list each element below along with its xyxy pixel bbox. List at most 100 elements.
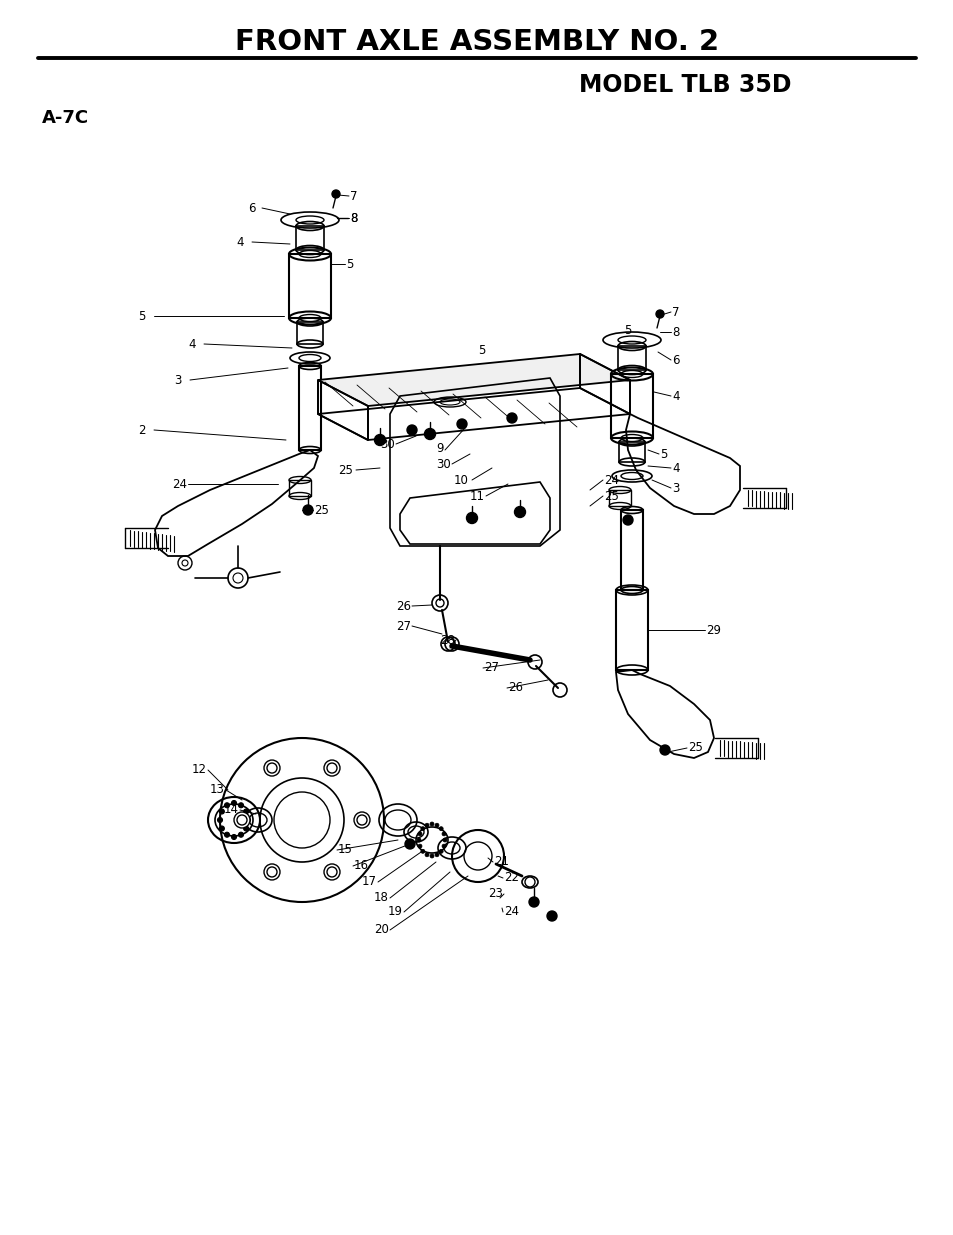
- Text: 19: 19: [388, 905, 402, 919]
- Text: 24: 24: [172, 478, 187, 490]
- Text: 17: 17: [361, 876, 376, 888]
- Circle shape: [506, 412, 517, 424]
- Text: 6: 6: [248, 201, 255, 215]
- Circle shape: [417, 845, 421, 848]
- Text: 9: 9: [436, 441, 443, 454]
- Text: 11: 11: [470, 489, 484, 503]
- Circle shape: [245, 818, 251, 823]
- Circle shape: [656, 310, 663, 317]
- Circle shape: [264, 760, 280, 776]
- Text: 7: 7: [350, 189, 357, 203]
- Circle shape: [354, 811, 370, 827]
- Text: 27: 27: [395, 620, 411, 632]
- Text: 25: 25: [687, 741, 702, 755]
- Circle shape: [420, 826, 424, 831]
- Text: 2: 2: [138, 424, 146, 436]
- Text: 28: 28: [439, 634, 455, 646]
- Text: 4: 4: [188, 337, 195, 351]
- Text: 23: 23: [488, 888, 502, 900]
- Text: 22: 22: [503, 872, 518, 884]
- Circle shape: [243, 826, 249, 831]
- Text: 15: 15: [337, 844, 353, 857]
- Circle shape: [416, 839, 420, 842]
- Circle shape: [438, 850, 443, 853]
- Text: 30: 30: [436, 457, 450, 471]
- Text: 25: 25: [337, 463, 353, 477]
- Text: 29: 29: [705, 624, 720, 636]
- Text: 5: 5: [623, 324, 631, 336]
- Circle shape: [456, 419, 467, 429]
- Circle shape: [622, 515, 633, 525]
- Text: 6: 6: [671, 353, 679, 367]
- Circle shape: [375, 435, 385, 446]
- Circle shape: [217, 818, 222, 823]
- Text: A-7C: A-7C: [42, 109, 89, 127]
- Text: 21: 21: [494, 856, 509, 868]
- Circle shape: [425, 853, 429, 857]
- Circle shape: [324, 760, 339, 776]
- Text: 3: 3: [671, 482, 679, 494]
- Circle shape: [466, 513, 477, 524]
- Circle shape: [441, 832, 446, 836]
- Circle shape: [659, 745, 669, 755]
- Text: 26: 26: [395, 599, 411, 613]
- Text: 24: 24: [503, 905, 518, 919]
- Text: 8: 8: [671, 326, 679, 338]
- Text: 14: 14: [224, 804, 239, 816]
- Text: 5: 5: [477, 343, 485, 357]
- Text: 13: 13: [210, 783, 225, 797]
- Text: 12: 12: [192, 763, 207, 777]
- Text: 4: 4: [671, 389, 679, 403]
- Text: 24: 24: [603, 473, 618, 487]
- Text: 16: 16: [354, 860, 369, 872]
- Text: 26: 26: [507, 682, 522, 694]
- Text: 4: 4: [235, 236, 243, 248]
- Circle shape: [332, 190, 339, 198]
- Circle shape: [420, 850, 424, 853]
- Text: MODEL TLB 35D: MODEL TLB 35D: [578, 73, 790, 98]
- Circle shape: [435, 824, 438, 827]
- Circle shape: [405, 839, 415, 848]
- Text: 30: 30: [379, 437, 395, 451]
- Circle shape: [243, 809, 249, 814]
- Circle shape: [232, 835, 236, 840]
- Circle shape: [264, 864, 280, 881]
- Circle shape: [417, 832, 421, 836]
- Circle shape: [441, 845, 446, 848]
- Text: 3: 3: [173, 373, 181, 387]
- Circle shape: [233, 811, 250, 827]
- Text: 27: 27: [483, 662, 498, 674]
- Circle shape: [546, 911, 557, 921]
- Circle shape: [224, 803, 230, 808]
- Circle shape: [219, 809, 224, 814]
- Circle shape: [224, 832, 230, 837]
- Text: 5: 5: [659, 447, 667, 461]
- Circle shape: [529, 897, 538, 906]
- Text: 5: 5: [138, 310, 145, 322]
- Circle shape: [430, 853, 434, 858]
- Circle shape: [232, 800, 236, 805]
- Text: 4: 4: [671, 462, 679, 474]
- Circle shape: [303, 505, 313, 515]
- Circle shape: [438, 826, 443, 831]
- Circle shape: [219, 826, 224, 831]
- Polygon shape: [317, 354, 629, 406]
- Text: 8: 8: [350, 211, 357, 225]
- Circle shape: [238, 832, 243, 837]
- Text: 7: 7: [671, 305, 679, 319]
- Text: 18: 18: [374, 892, 389, 904]
- Text: 5: 5: [346, 258, 353, 270]
- Text: 25: 25: [314, 504, 329, 516]
- Circle shape: [442, 839, 447, 842]
- Text: 10: 10: [454, 473, 468, 487]
- Circle shape: [324, 864, 339, 881]
- Circle shape: [238, 803, 243, 808]
- Circle shape: [514, 506, 525, 517]
- Text: FRONT AXLE ASSEMBLY NO. 2: FRONT AXLE ASSEMBLY NO. 2: [234, 28, 719, 56]
- Circle shape: [407, 425, 416, 435]
- Circle shape: [430, 823, 434, 826]
- Circle shape: [425, 824, 429, 827]
- Text: 8: 8: [350, 211, 357, 225]
- Text: 25: 25: [603, 489, 618, 503]
- Text: 20: 20: [374, 924, 389, 936]
